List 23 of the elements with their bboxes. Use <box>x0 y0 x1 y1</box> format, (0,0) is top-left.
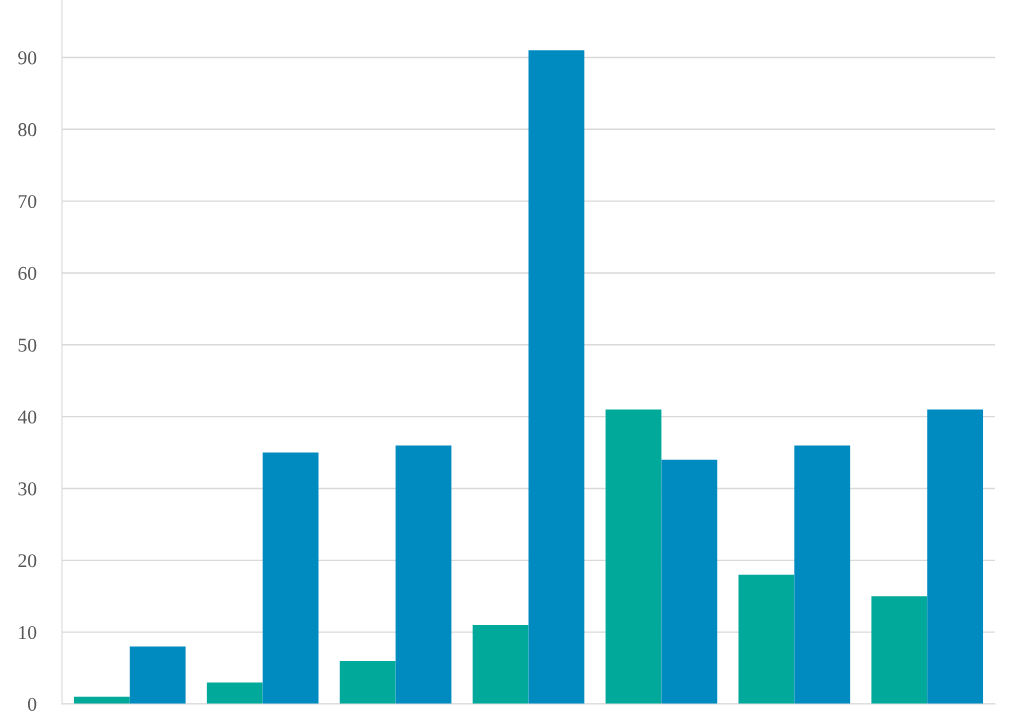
y-tick-label: 50 <box>18 338 37 352</box>
bar <box>472 624 529 704</box>
bar <box>206 682 263 704</box>
bar <box>262 452 319 704</box>
bar <box>395 445 452 704</box>
y-tick-label: 20 <box>18 554 37 568</box>
bar <box>605 409 662 704</box>
bar <box>927 409 984 704</box>
y-tick-label: 0 <box>28 697 37 711</box>
bar <box>794 445 851 704</box>
bar <box>871 596 928 704</box>
y-tick-label: 60 <box>18 266 37 280</box>
y-tick-label: 80 <box>18 123 37 137</box>
y-tick-label: 10 <box>19 625 37 640</box>
bar <box>738 574 795 704</box>
y-tick-label: 30 <box>18 482 37 496</box>
bar <box>129 646 186 704</box>
bar <box>661 459 718 704</box>
bar <box>528 50 585 704</box>
y-tick-label: 90 <box>18 51 37 65</box>
y-tick-label: 40 <box>17 410 37 424</box>
y-tick-label: 70 <box>18 194 37 209</box>
bar <box>339 660 396 704</box>
